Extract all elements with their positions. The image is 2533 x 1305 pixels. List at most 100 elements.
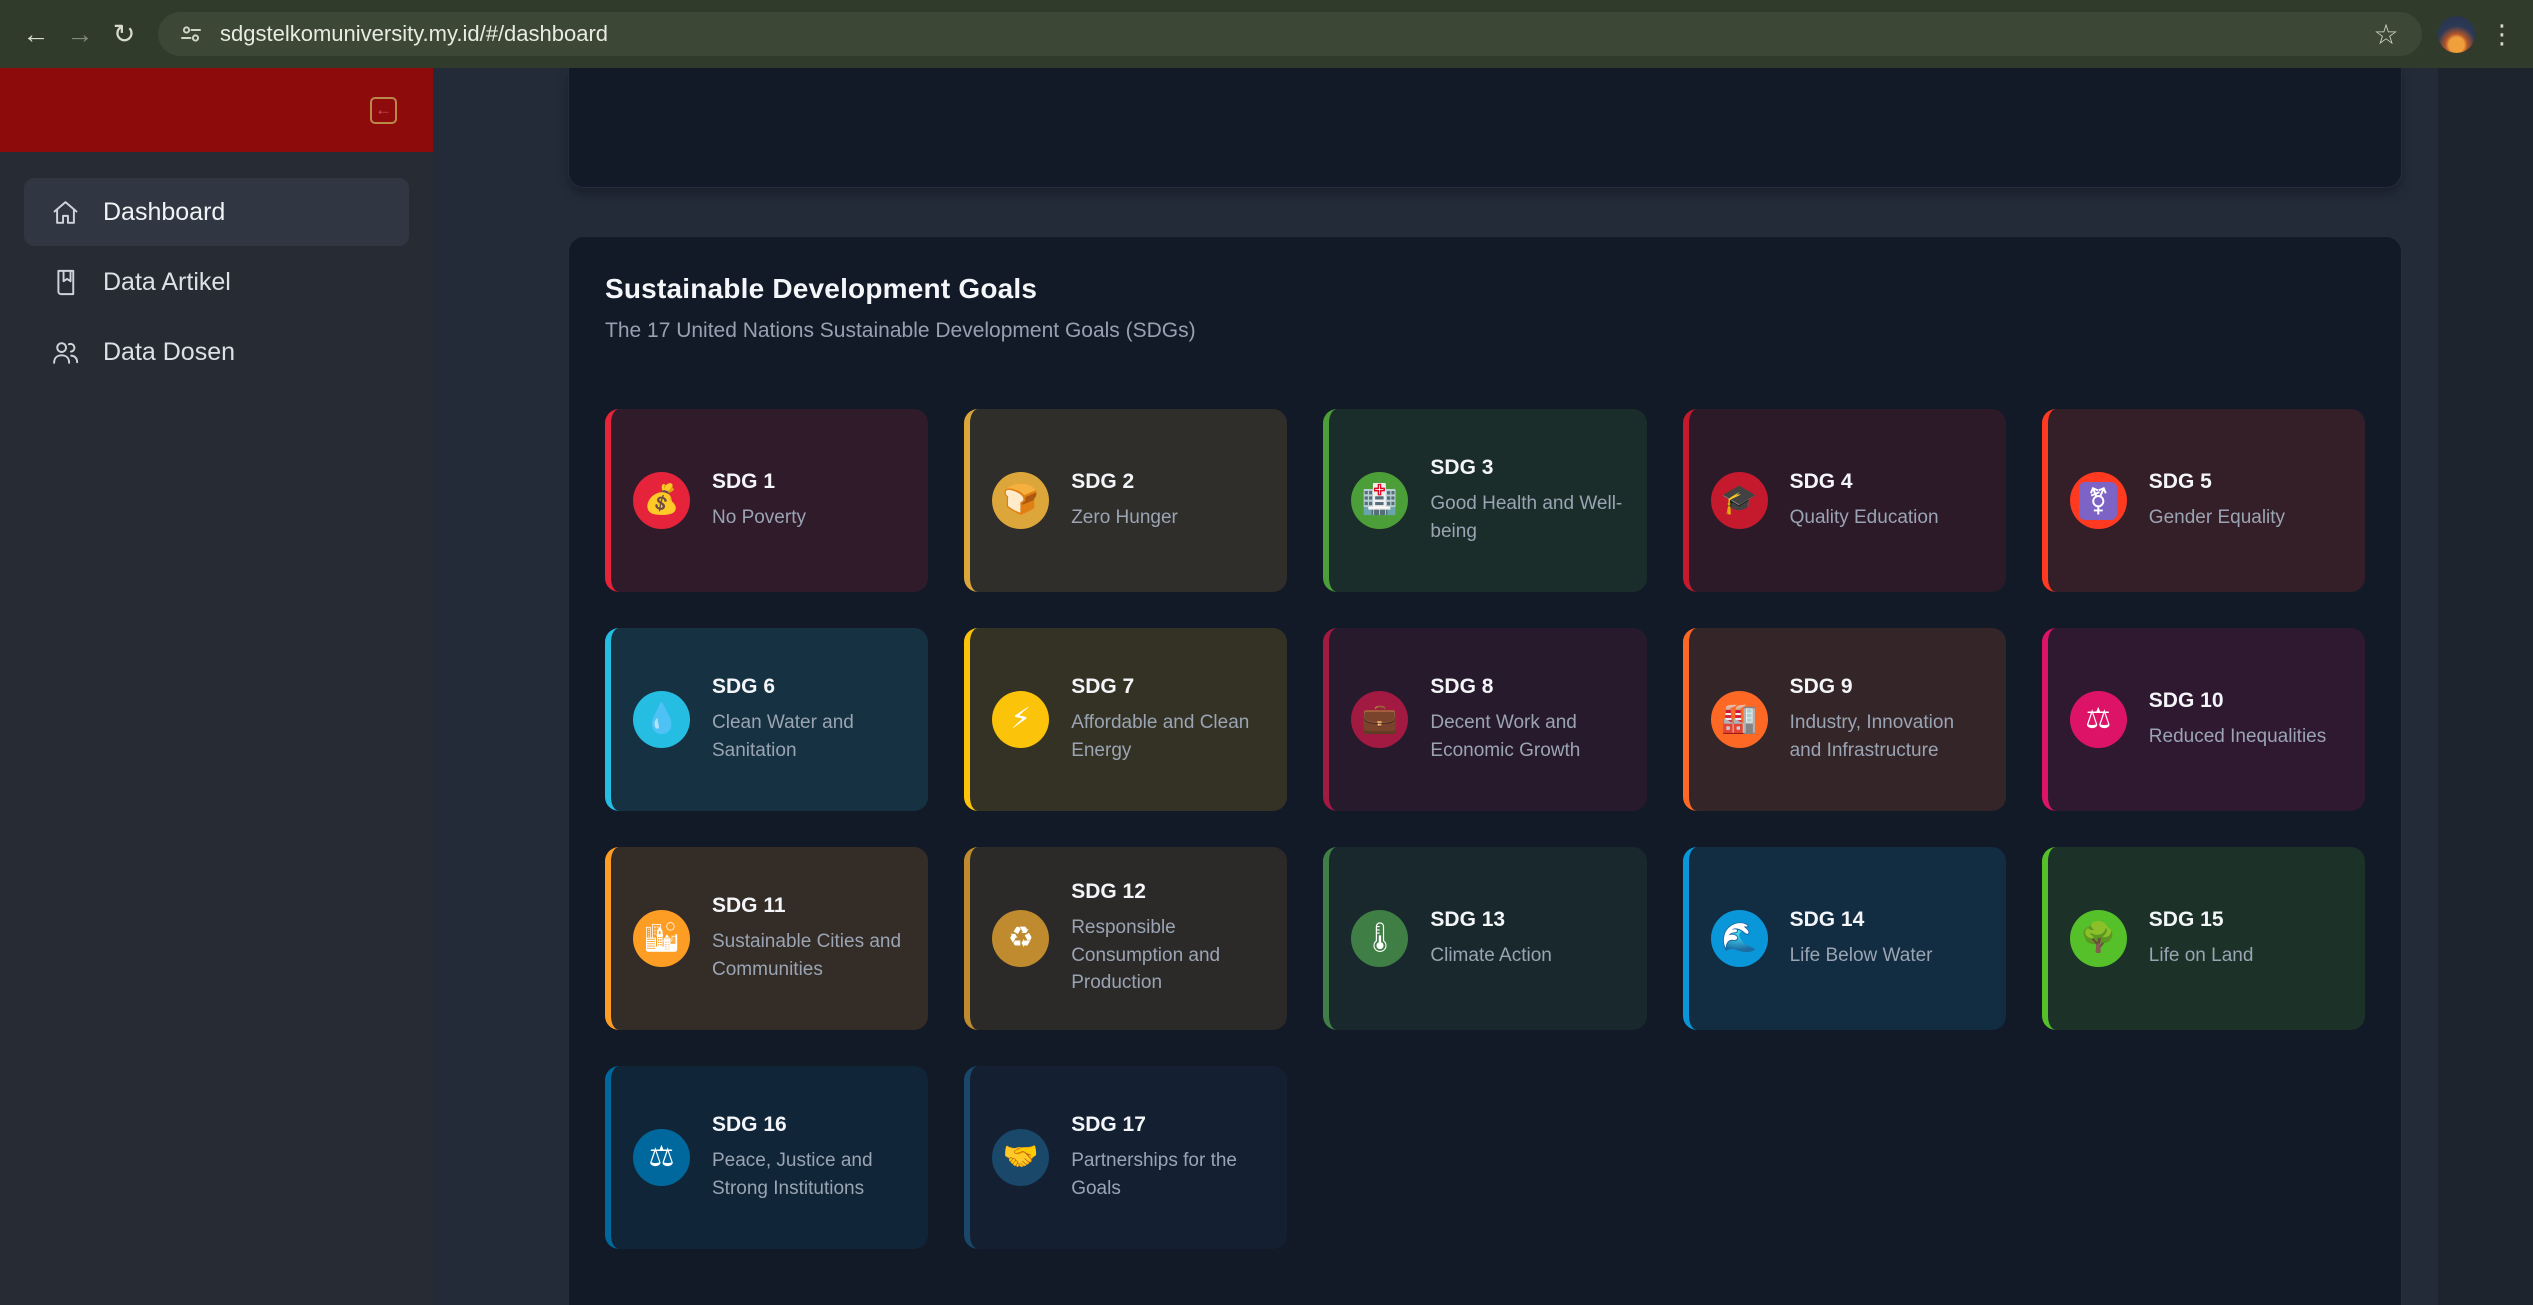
sdg-card-subtitle: Good Health and Well-being: [1430, 492, 1623, 542]
sdg-icon-circle: ⚡: [992, 691, 1050, 748]
back-button[interactable]: ←: [22, 18, 50, 49]
sdg-card[interactable]: 🏙 SDG 11 Sustainable Cities and Communit…: [605, 847, 929, 1030]
sdg-card[interactable]: 💼 SDG 8 Decent Work and Economic Growth: [1323, 628, 1647, 811]
sdg-card-subtitle: Sustainable Cities and Communities: [712, 930, 902, 980]
sidebar-item-label: Data Artikel: [103, 267, 231, 296]
lightning-bolt-icon: ⚡: [1010, 703, 1031, 735]
sdg-card-title: SDG 9: [1789, 674, 1853, 698]
sdg-card-subtitle: Climate Action: [1430, 944, 1552, 966]
thermometer-icon: 🌡: [1361, 922, 1399, 954]
sdg-icon-circle: 🏥: [1351, 472, 1409, 529]
app-frame: ← Dashboard Data Artikel Data Dosen Sust…: [0, 68, 2533, 1305]
sdg-grid: 💰 SDG 1 No Poverty 🍞 SDG 2 Zero Hunger 🏥…: [605, 409, 2365, 1249]
sdg-card-subtitle: Life Below Water: [1789, 944, 1933, 966]
bread-icon: 🍞: [1002, 484, 1039, 516]
sdg-card-subtitle: Responsible Consumption and Production: [1071, 917, 1221, 994]
sdg-card-title: SDG 11: [712, 893, 786, 917]
sdg-icon-circle: 🌳: [2069, 910, 2127, 967]
users-icon: [50, 337, 81, 368]
sdg-icon-circle: 💼: [1351, 691, 1409, 748]
sdg-icon-circle: 🏙: [633, 910, 690, 967]
sdg-card-title: SDG 2: [1071, 469, 1135, 493]
tree-icon: 🌳: [2080, 922, 2117, 954]
sdg-card[interactable]: 🌳 SDG 15 Life on Land: [2041, 847, 2365, 1030]
sidebar-menu: Dashboard Data Artikel Data Dosen: [0, 152, 433, 414]
sdg-icon-circle: ⚖: [2069, 691, 2127, 748]
sdg-card-title: SDG 3: [1430, 455, 1494, 479]
sidebar-collapse-button[interactable]: ←: [370, 96, 397, 124]
home-icon: [50, 197, 81, 228]
reload-button[interactable]: ↻: [112, 18, 136, 49]
sdg-card-subtitle: Peace, Justice and Strong Institutions: [712, 1149, 873, 1199]
cityscape-icon: 🏙: [643, 922, 680, 954]
sdg-card[interactable]: 🎓 SDG 4 Quality Education: [1682, 409, 2006, 592]
page-subtitle: The 17 United Nations Sustainable Develo…: [605, 319, 1196, 342]
sdg-card[interactable]: ⚖ SDG 16 Peace, Justice and Strong Insti…: [605, 1066, 929, 1249]
sidebar-item-data-artikel[interactable]: Data Artikel: [24, 248, 409, 316]
sdg-card-subtitle: Partnerships for the Goals: [1071, 1149, 1237, 1199]
profile-avatar[interactable]: [2438, 15, 2475, 53]
sdg-icon-circle: 🌊: [1710, 910, 1768, 967]
sdg-card-subtitle: Clean Water and Sanitation: [712, 711, 854, 761]
money-bag-icon: 💰: [643, 484, 680, 516]
factory-icon: 🏭: [1721, 703, 1758, 735]
sdg-card[interactable]: 🌡 SDG 13 Climate Action: [1323, 847, 1647, 1030]
bookmark-star-icon[interactable]: ☆: [2373, 18, 2399, 50]
sdg-card[interactable]: 🤝 SDG 17 Partnerships for the Goals: [964, 1066, 1288, 1249]
sdg-card-title: SDG 15: [2148, 907, 2224, 931]
hospital-icon: 🏥: [1361, 484, 1398, 516]
sdg-card-title: SDG 1: [712, 469, 776, 493]
sdg-card-title: SDG 5: [2148, 469, 2212, 493]
sdg-panel: Sustainable Development Goals The 17 Uni…: [568, 236, 2402, 1305]
sdg-card-title: SDG 7: [1071, 674, 1135, 698]
site-info-icon[interactable]: [174, 17, 208, 51]
sdg-icon-circle: 💰: [633, 472, 690, 529]
sdg-card[interactable]: ⚖ SDG 10 Reduced Inequalities: [2041, 628, 2365, 811]
sdg-card[interactable]: ♻ SDG 12 Responsible Consumption and Pro…: [964, 847, 1288, 1030]
briefcase-icon: 💼: [1361, 703, 1398, 735]
sdg-card-title: SDG 13: [1430, 907, 1506, 931]
main-area: Sustainable Development Goals The 17 Uni…: [433, 68, 2533, 1305]
handshake-icon: 🤝: [1002, 1141, 1039, 1173]
sdg-card-title: SDG 17: [1071, 1112, 1146, 1136]
sdg-card-subtitle: Industry, Innovation and Infrastructure: [1789, 711, 1955, 761]
sidebar-item-label: Dashboard: [103, 197, 226, 226]
graduation-cap-icon: 🎓: [1721, 484, 1758, 516]
sdg-card[interactable]: 🌊 SDG 14 Life Below Water: [1682, 847, 2006, 1030]
water-drop-icon: 💧: [643, 703, 680, 735]
sidebar-item-data-dosen[interactable]: Data Dosen: [24, 318, 409, 386]
sdg-card[interactable]: 🏭 SDG 9 Industry, Innovation and Infrast…: [1682, 628, 2006, 811]
sdg-card-title: SDG 16: [712, 1112, 787, 1136]
sdg-card[interactable]: ⚡ SDG 7 Affordable and Clean Energy: [964, 628, 1288, 811]
browser-menu-icon[interactable]: ⋮: [2489, 18, 2515, 49]
sdg-card-title: SDG 4: [1789, 469, 1853, 493]
sdg-icon-circle: ⚧: [2069, 472, 2127, 529]
scales-icon: ⚖: [648, 1141, 675, 1173]
sdg-card-subtitle: Reduced Inequalities: [2148, 725, 2327, 747]
sdg-card[interactable]: 💰 SDG 1 No Poverty: [605, 409, 929, 592]
sdg-card-subtitle: Life on Land: [2148, 944, 2254, 966]
url-text[interactable]: sdgstelkomuniversity.my.id/#/dashboard: [220, 21, 609, 46]
sdg-card[interactable]: 🍞 SDG 2 Zero Hunger: [964, 409, 1288, 592]
sdg-icon-circle: 🍞: [992, 472, 1050, 529]
sidebar-item-dashboard[interactable]: Dashboard: [24, 178, 409, 246]
previous-panel-bottom: [568, 68, 2402, 188]
sdg-card[interactable]: 💧 SDG 6 Clean Water and Sanitation: [605, 628, 929, 811]
address-bar[interactable]: sdgstelkomuniversity.my.id/#/dashboard ☆: [158, 12, 2422, 56]
content-column: Sustainable Development Goals The 17 Uni…: [568, 68, 2402, 1305]
sdg-card-subtitle: Gender Equality: [2148, 506, 2286, 528]
wave-icon: 🌊: [1721, 922, 1758, 954]
sdg-card[interactable]: ⚧ SDG 5 Gender Equality: [2041, 409, 2365, 592]
sdg-card[interactable]: 🏥 SDG 3 Good Health and Well-being: [1323, 409, 1647, 592]
sdg-card-title: SDG 8: [1430, 674, 1494, 698]
sidebar: ← Dashboard Data Artikel Data Dosen: [0, 68, 433, 1305]
scales-icon: ⚖: [2085, 703, 2112, 735]
sdg-icon-circle: 🤝: [992, 1129, 1050, 1186]
page-title: Sustainable Development Goals: [605, 273, 1038, 304]
forward-button[interactable]: →: [66, 18, 94, 49]
scrollbar-gutter[interactable]: [2438, 68, 2533, 1305]
sdg-icon-circle: 💧: [633, 691, 690, 748]
book-icon: [50, 267, 81, 298]
sdg-icon-circle: 🎓: [1710, 472, 1768, 529]
sdg-card-title: SDG 14: [1789, 907, 1865, 931]
